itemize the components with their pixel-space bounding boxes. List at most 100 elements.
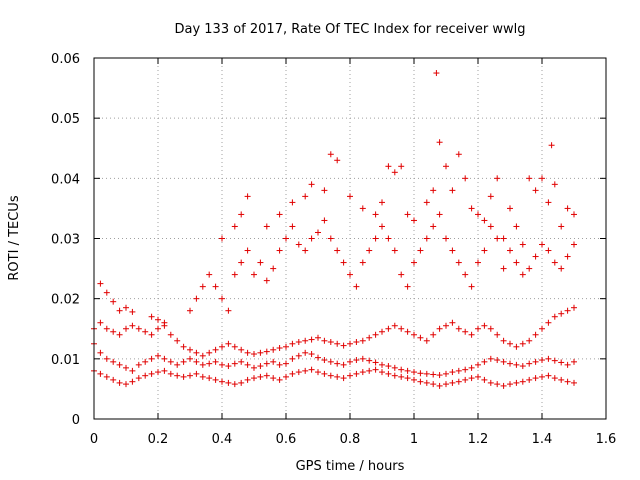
scatter-point bbox=[308, 351, 315, 358]
scatter-point bbox=[423, 337, 430, 344]
scatter-point bbox=[558, 359, 565, 366]
scatter-point bbox=[398, 271, 405, 278]
scatter-point bbox=[276, 247, 283, 254]
scatter-point bbox=[315, 229, 321, 236]
scatter-point bbox=[295, 352, 302, 359]
y-tick-label: 0.04 bbox=[51, 172, 80, 187]
scatter-point bbox=[187, 346, 193, 353]
x-tick-label: 0.2 bbox=[148, 432, 169, 447]
x-tick-label: 0.4 bbox=[212, 432, 233, 447]
scatter-point bbox=[558, 310, 565, 317]
scatter-point bbox=[148, 370, 155, 377]
scatter-point bbox=[385, 235, 392, 242]
scatter-point bbox=[366, 334, 373, 341]
scatter-point bbox=[110, 376, 117, 383]
x-tick-label: 1 bbox=[410, 432, 418, 447]
scatter-point bbox=[430, 331, 437, 338]
scatter-point bbox=[462, 175, 469, 182]
scatter-point bbox=[385, 325, 392, 332]
scatter-point bbox=[315, 334, 321, 341]
scatter-point bbox=[366, 367, 373, 374]
scatter-point bbox=[340, 342, 347, 349]
scatter-point bbox=[379, 361, 385, 368]
scatter-point bbox=[468, 205, 475, 212]
scatter-point bbox=[507, 247, 513, 254]
scatter-point bbox=[417, 370, 424, 377]
scatter-point bbox=[548, 142, 555, 149]
y-tick-label: 0.01 bbox=[51, 353, 80, 368]
scatter-point bbox=[551, 313, 558, 320]
scatter-point bbox=[142, 328, 149, 335]
scatter-point bbox=[231, 343, 238, 350]
scatter-point bbox=[123, 304, 129, 311]
scatter-point bbox=[308, 336, 315, 343]
scatter-point bbox=[199, 373, 206, 380]
scatter-point bbox=[494, 381, 501, 388]
scatter-point bbox=[270, 346, 277, 353]
scatter-point bbox=[391, 372, 398, 379]
y-tick-labels: 0 0.01 0.02 0.03 0.04 0.05 0.06 bbox=[51, 52, 80, 428]
scatter-point bbox=[462, 376, 469, 383]
scatter-point bbox=[385, 163, 392, 170]
scatter-point bbox=[455, 151, 462, 158]
scatter-point bbox=[199, 283, 206, 290]
scatter-point bbox=[238, 259, 245, 266]
scatter-point bbox=[468, 283, 475, 290]
scatter-point bbox=[539, 357, 545, 364]
scatter-point bbox=[97, 319, 104, 326]
scatter-point bbox=[481, 217, 488, 224]
scatter-point bbox=[436, 325, 443, 332]
scatter-point bbox=[433, 70, 440, 77]
scatter-point bbox=[545, 355, 552, 362]
scatter-point bbox=[430, 187, 437, 194]
scatter-point bbox=[334, 373, 341, 380]
scatter-point bbox=[180, 373, 187, 380]
scatter-point bbox=[494, 175, 501, 182]
scatter-point bbox=[225, 340, 232, 347]
scatter-point bbox=[327, 235, 334, 242]
scatter-point bbox=[123, 381, 129, 388]
scatter-point bbox=[116, 331, 123, 338]
scatter-point bbox=[295, 338, 302, 345]
scatter-point bbox=[238, 211, 245, 218]
scatter-point bbox=[276, 376, 283, 383]
scatter-point bbox=[519, 271, 526, 278]
scatter-point bbox=[283, 360, 289, 367]
scatter-point bbox=[231, 381, 238, 388]
scatter-point bbox=[462, 366, 469, 373]
scatter-point bbox=[155, 325, 161, 332]
scatter-point bbox=[468, 331, 475, 338]
scatter-point bbox=[110, 298, 117, 305]
scatter-point bbox=[142, 372, 149, 379]
scatter-point bbox=[212, 358, 219, 365]
scatter-point bbox=[551, 259, 558, 266]
scatter-point bbox=[398, 373, 405, 380]
scatter-point bbox=[436, 139, 443, 146]
scatter-point bbox=[161, 355, 168, 362]
scatter-point bbox=[340, 375, 347, 382]
scatter-point bbox=[295, 369, 302, 376]
scatter-point bbox=[507, 381, 513, 388]
scatter-point bbox=[430, 223, 437, 230]
scatter-point bbox=[539, 373, 545, 380]
x-tick-label: 0 bbox=[90, 432, 98, 447]
scatter-point bbox=[532, 253, 539, 260]
scatter-point bbox=[123, 325, 129, 332]
scatter-point bbox=[219, 361, 225, 368]
scatter-point bbox=[116, 361, 123, 368]
scatter-point bbox=[487, 325, 494, 332]
scatter-point bbox=[513, 361, 520, 368]
scatter-point bbox=[391, 247, 398, 254]
scatter-point bbox=[225, 363, 232, 370]
scatter-point bbox=[116, 307, 123, 314]
scatter-point bbox=[539, 241, 545, 248]
scatter-point bbox=[359, 337, 366, 344]
scatter-point bbox=[449, 319, 456, 326]
scatter-point bbox=[545, 372, 552, 379]
scatter-point bbox=[500, 235, 507, 242]
scatter-point bbox=[231, 360, 238, 367]
scatter-point bbox=[225, 307, 232, 314]
scatter-point bbox=[411, 259, 417, 266]
scatter-point bbox=[404, 328, 411, 335]
scatter-point bbox=[244, 349, 251, 356]
